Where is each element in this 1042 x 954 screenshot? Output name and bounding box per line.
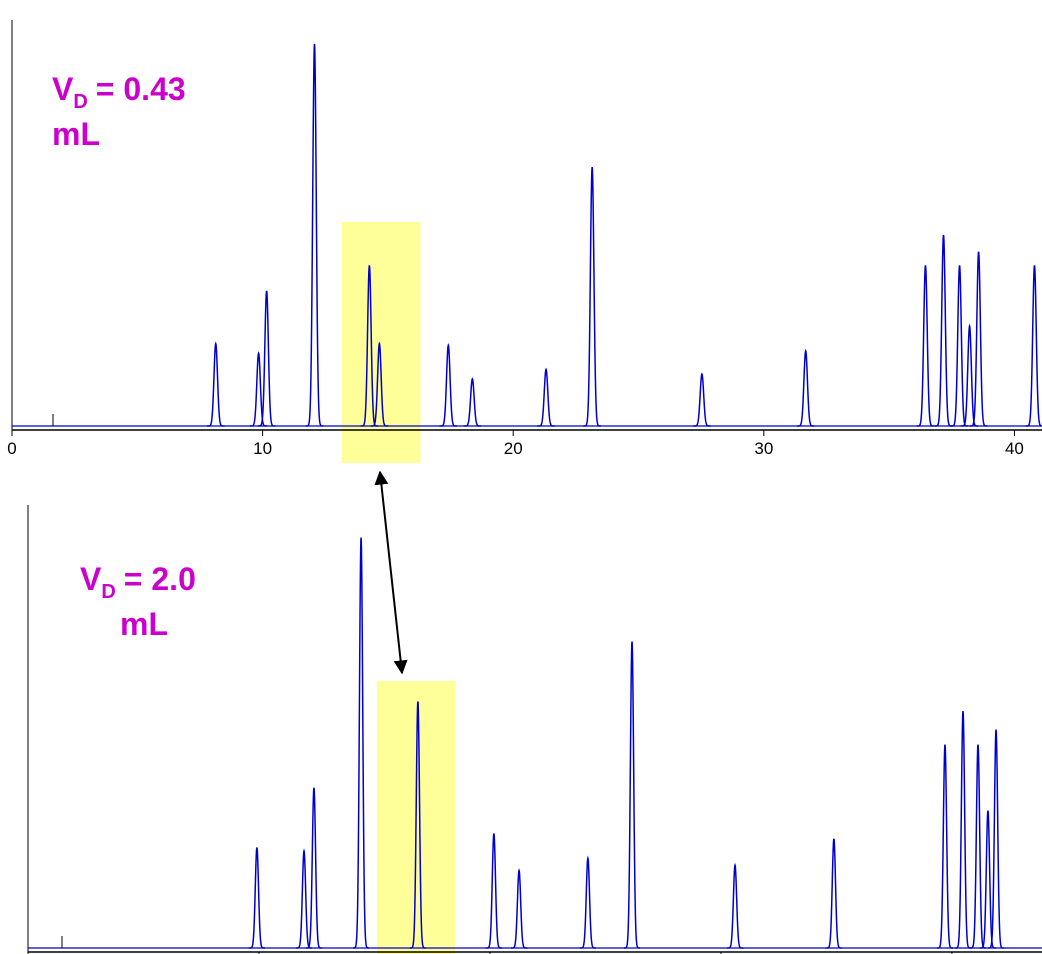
annotation-sub: D: [101, 581, 115, 603]
peak: [249, 351, 268, 427]
peak: [579, 855, 596, 949]
peak: [352, 537, 370, 949]
link-arrow: [374, 470, 408, 675]
annotation-main: V: [52, 71, 74, 107]
peak: [934, 234, 953, 427]
peak: [950, 265, 969, 427]
annotation-sub: D: [73, 91, 87, 113]
peak: [960, 323, 979, 427]
x-tick-label: 0: [7, 439, 16, 458]
x-tick-label: 30: [754, 439, 773, 458]
peak: [987, 729, 1005, 949]
peak: [305, 787, 323, 949]
annotation-tail: = 0.43: [96, 71, 186, 107]
peak: [485, 833, 502, 949]
peak: [969, 251, 988, 427]
peak: [439, 343, 458, 427]
peak: [206, 341, 225, 427]
annotation: VD = 2.0: [80, 561, 196, 603]
peak: [360, 265, 379, 427]
x-tick-label: 10: [253, 439, 272, 458]
peak: [510, 868, 528, 949]
peak: [969, 744, 987, 949]
peak: [693, 372, 711, 427]
peak: [248, 847, 265, 949]
peak: [954, 711, 972, 949]
annotation-line2: mL: [120, 606, 168, 642]
x-tick-label: 20: [504, 439, 523, 458]
annotation-line2: mL: [52, 116, 100, 152]
peak: [370, 341, 389, 427]
peak: [583, 166, 601, 427]
peak: [825, 838, 842, 949]
annotation: VD = 0.43: [52, 71, 186, 113]
peak: [916, 265, 935, 427]
peak: [936, 744, 954, 949]
peak: [1025, 265, 1042, 427]
peak: [257, 290, 276, 427]
highlight-band: [341, 222, 421, 463]
chart: 0 10 20 30 40 VD = 0.43 mL: [7, 20, 1042, 458]
peak: [623, 641, 641, 949]
x-tick-label: 40: [1005, 439, 1024, 458]
annotation-main: V: [80, 561, 102, 597]
peak: [305, 43, 324, 427]
peak: [796, 348, 815, 427]
peak: [979, 810, 997, 949]
peak: [409, 701, 426, 949]
peak: [537, 367, 555, 427]
peak: [295, 848, 313, 949]
peak: [726, 862, 744, 949]
peak: [463, 377, 482, 427]
annotation-tail: = 2.0: [124, 561, 196, 597]
